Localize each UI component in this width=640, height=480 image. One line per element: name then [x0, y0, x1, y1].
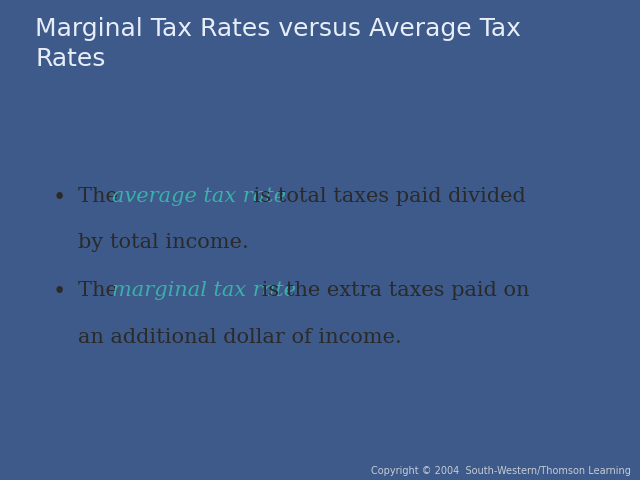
Text: Marginal Tax Rates versus Average Tax
Rates: Marginal Tax Rates versus Average Tax Ra… — [35, 17, 521, 72]
Text: •: • — [52, 281, 65, 303]
Text: marginal tax rate: marginal tax rate — [111, 281, 296, 300]
Text: The: The — [78, 187, 124, 206]
Text: The: The — [78, 281, 124, 300]
Text: by total income.: by total income. — [78, 233, 249, 252]
Text: •: • — [52, 187, 65, 209]
Text: average tax rate: average tax rate — [111, 187, 285, 206]
Text: is the extra taxes paid on: is the extra taxes paid on — [255, 281, 529, 300]
Text: an additional dollar of income.: an additional dollar of income. — [78, 328, 402, 347]
Text: is total taxes paid divided: is total taxes paid divided — [246, 187, 525, 206]
Text: Copyright © 2004  South-Western/Thomson Learning: Copyright © 2004 South-Western/Thomson L… — [371, 466, 630, 476]
